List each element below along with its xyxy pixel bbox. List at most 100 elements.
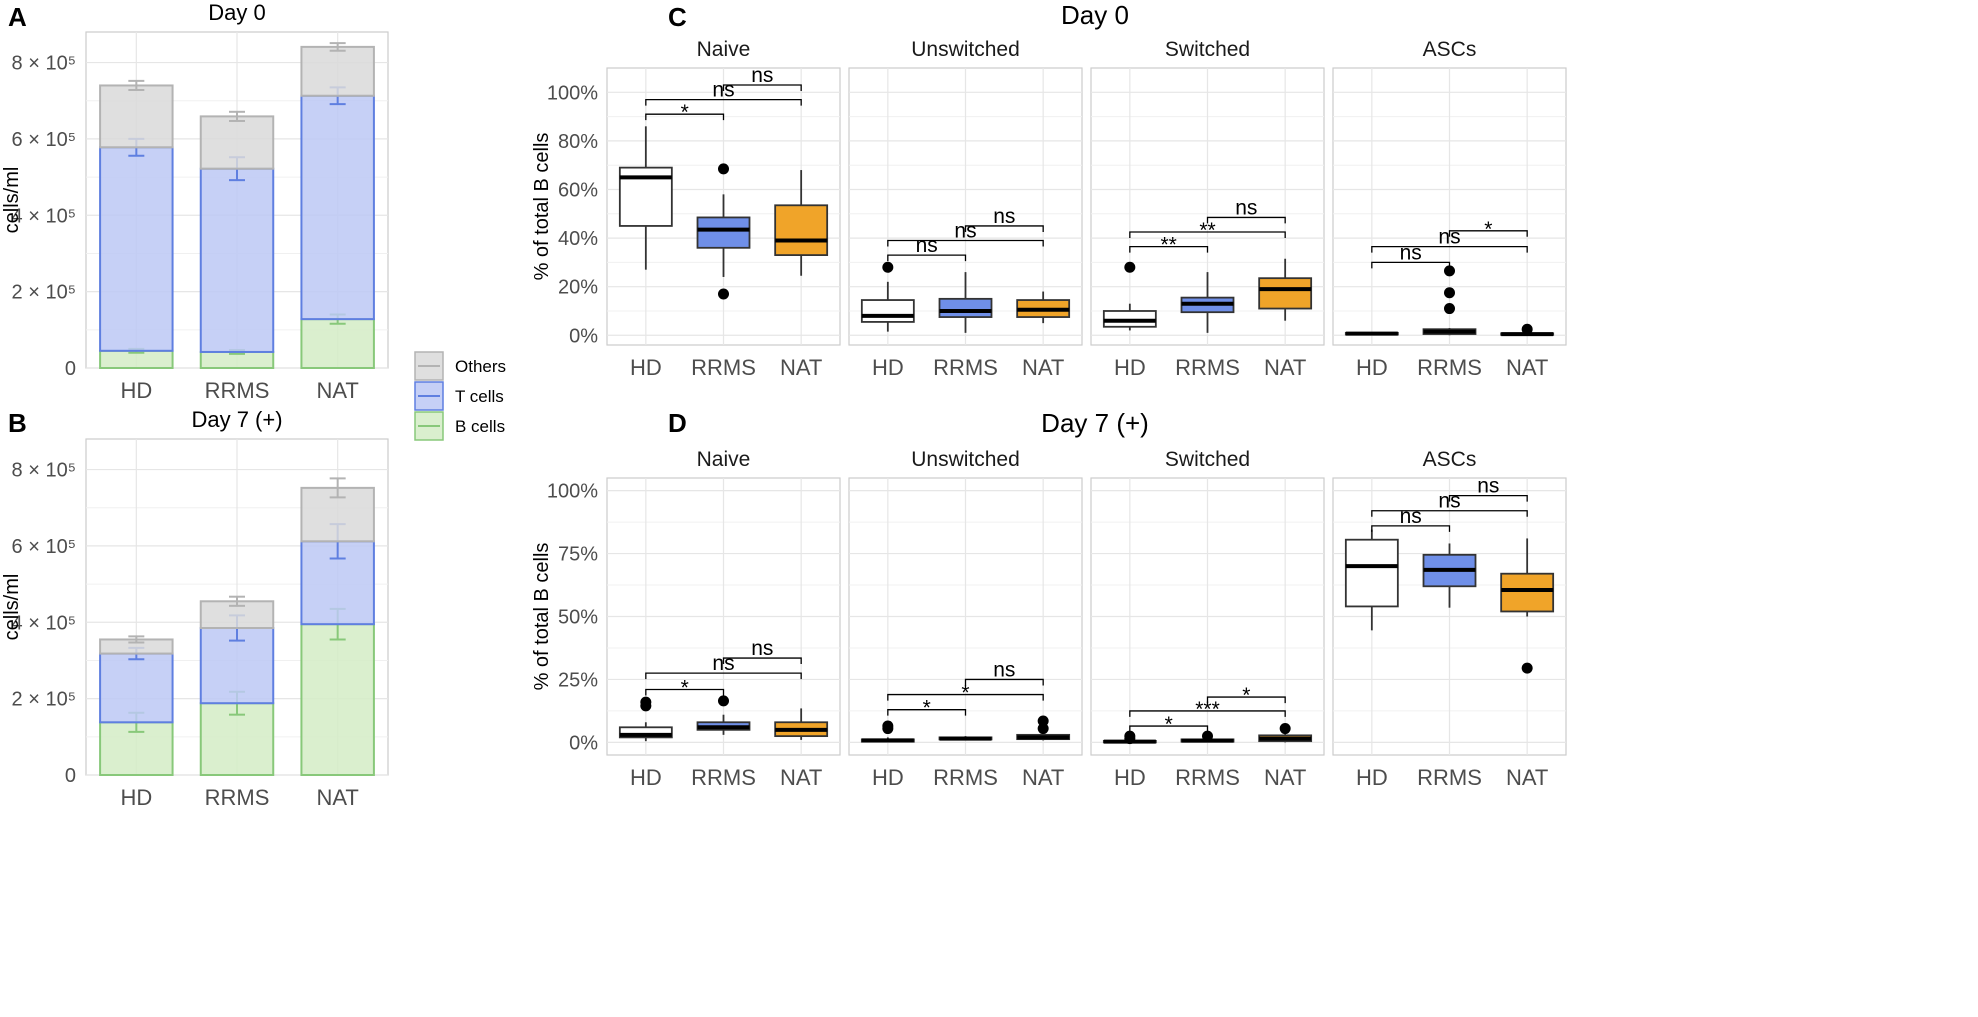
bracket-line (722, 84, 802, 92)
significance-bracket: ** (1129, 234, 1209, 257)
x-tick-label: HD (1356, 355, 1388, 380)
significance-label: * (923, 697, 931, 720)
bracket-line (1371, 261, 1451, 269)
x-tick-label: HD (872, 765, 904, 790)
bracket-line (1206, 216, 1286, 224)
box-rrms (1180, 272, 1235, 333)
box-hd (1102, 261, 1157, 331)
x-tick-label: HD (1114, 765, 1146, 790)
bracket-line (1129, 710, 1286, 717)
bar-others-rrms (199, 115, 275, 170)
x-tick-label: RRMS (933, 355, 998, 380)
outlier-point (1037, 723, 1049, 735)
outlier-point (1124, 730, 1136, 742)
outlier-point (1279, 723, 1291, 735)
significance-label: * (681, 101, 689, 124)
x-tick-label: NAT (1264, 355, 1306, 380)
significance-label: ** (1160, 234, 1176, 257)
legend-label: Others (455, 357, 506, 376)
significance-bracket: ns (887, 234, 967, 262)
y-tick-label: 4 × 10⁵ (12, 205, 76, 227)
x-tick-label: RRMS (1417, 765, 1482, 790)
x-tick-label: HD (120, 378, 152, 403)
x-tick-label: RRMS (205, 785, 270, 810)
panel-letter-c: C (668, 2, 687, 32)
box-nat (774, 170, 829, 276)
y-axis-label: cells/ml (1, 574, 23, 641)
significance-bracket: * (1206, 684, 1286, 707)
outlier-point (640, 696, 652, 708)
significance-label: ns (1438, 226, 1460, 249)
y-axis-label: % of total B cells (531, 133, 553, 281)
x-tick-label: RRMS (205, 378, 270, 403)
outlier-point (1521, 662, 1533, 674)
y-tick-label: 80% (558, 131, 598, 153)
y-tick-label: 6 × 10⁵ (12, 536, 76, 558)
significance-bracket: ns (964, 658, 1044, 686)
facet-switched: Switched HD RRMS NAT ** ** ns (1090, 38, 1325, 380)
outlier-point (1124, 261, 1136, 273)
significance-label: *** (1195, 698, 1220, 721)
significance-label: ns (751, 64, 773, 87)
significance-bracket: ** (1129, 219, 1286, 242)
box-hd (860, 720, 915, 743)
x-tick-label: HD (1356, 765, 1388, 790)
significance-bracket: ns (964, 205, 1044, 232)
panel-title: Day 7 (+) (191, 407, 282, 432)
significance-bracket: *** (1129, 698, 1286, 721)
y-tick-label: 40% (558, 228, 598, 250)
bar-others-hd (99, 84, 174, 149)
legend-key-others (414, 351, 444, 381)
bar-t-cells-rrms (199, 627, 275, 705)
facet-unswitched: Unswitched HD RRMS NAT * * ns (848, 448, 1083, 790)
y-tick-label: 60% (558, 179, 598, 201)
box-iqr (1258, 277, 1313, 310)
box-iqr (938, 297, 993, 318)
box-rrms (1180, 730, 1235, 743)
significance-bracket: * (887, 682, 1044, 705)
box-hd (860, 261, 915, 332)
x-tick-label: NAT (316, 378, 358, 403)
error-bar (128, 635, 145, 644)
facet-title: Naive (697, 448, 751, 471)
facet-title: Switched (1165, 448, 1250, 471)
outlier-point (882, 720, 894, 732)
bracket-line (1129, 231, 1286, 239)
panel-letter-d: D (668, 408, 687, 438)
outlier-point (1521, 323, 1533, 335)
section-title: Day 7 (+) (1041, 408, 1149, 438)
box-iqr (696, 216, 751, 249)
facet-title: ASCs (1423, 448, 1477, 471)
box-hd (1102, 730, 1157, 745)
bar-b-cells-nat (300, 318, 375, 369)
outlier-point (1444, 303, 1455, 315)
significance-label: * (1242, 684, 1250, 707)
box-rrms (938, 272, 993, 333)
y-tick-label: 0% (569, 325, 598, 347)
error-bar (329, 42, 346, 52)
facet-title: Unswitched (911, 448, 1020, 471)
box-rrms (938, 736, 993, 741)
box-iqr (1500, 572, 1555, 613)
x-tick-label: RRMS (1417, 355, 1482, 380)
significance-label: ns (1235, 196, 1257, 219)
y-tick-label: 0 (65, 765, 76, 787)
legend-label: B cells (455, 417, 505, 436)
y-tick-label: 8 × 10⁵ (12, 460, 76, 482)
bracket-line (964, 225, 1044, 232)
panel-d-boxplots: Day 7 (+) 0% 25% 50% 75% 100% % of total B cel… (531, 408, 1567, 790)
box-hd (1344, 529, 1399, 631)
y-axis-label: cells/ml (1, 167, 23, 234)
x-tick-label: NAT (316, 785, 358, 810)
x-tick-label: RRMS (691, 355, 756, 380)
x-tick-label: NAT (1506, 765, 1548, 790)
x-tick-label: HD (1114, 355, 1146, 380)
x-tick-label: HD (872, 355, 904, 380)
y-tick-label: 50% (558, 607, 598, 629)
box-iqr (618, 726, 673, 739)
